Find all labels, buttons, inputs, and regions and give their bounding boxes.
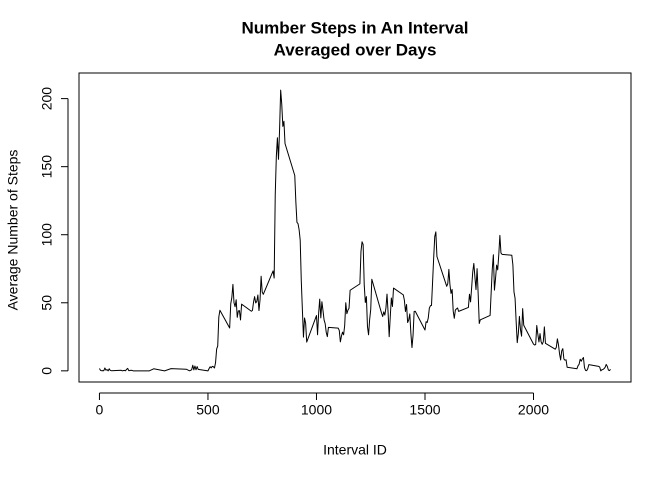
plot-box (78, 72, 632, 383)
y-tick-label: 200 (39, 87, 55, 111)
y-tick-label: 0 (39, 367, 55, 375)
x-tick-label: 0 (96, 402, 104, 418)
x-tick-label: 1500 (409, 402, 440, 418)
y-tick-label: 100 (39, 223, 55, 247)
x-tick-label: 2000 (518, 402, 549, 418)
y-tick-label: 50 (39, 295, 55, 311)
x-tick-label: 1000 (301, 402, 332, 418)
x-tick-label: 500 (196, 402, 220, 418)
chart-title: Number Steps in An Interval (241, 18, 468, 37)
y-tick-label: 150 (39, 155, 55, 179)
x-axis-label: Interval ID (323, 442, 387, 458)
chart-title: Averaged over Days (274, 40, 437, 59)
y-axis-label: Average Number of Steps (5, 150, 21, 311)
data-line (99, 89, 611, 372)
